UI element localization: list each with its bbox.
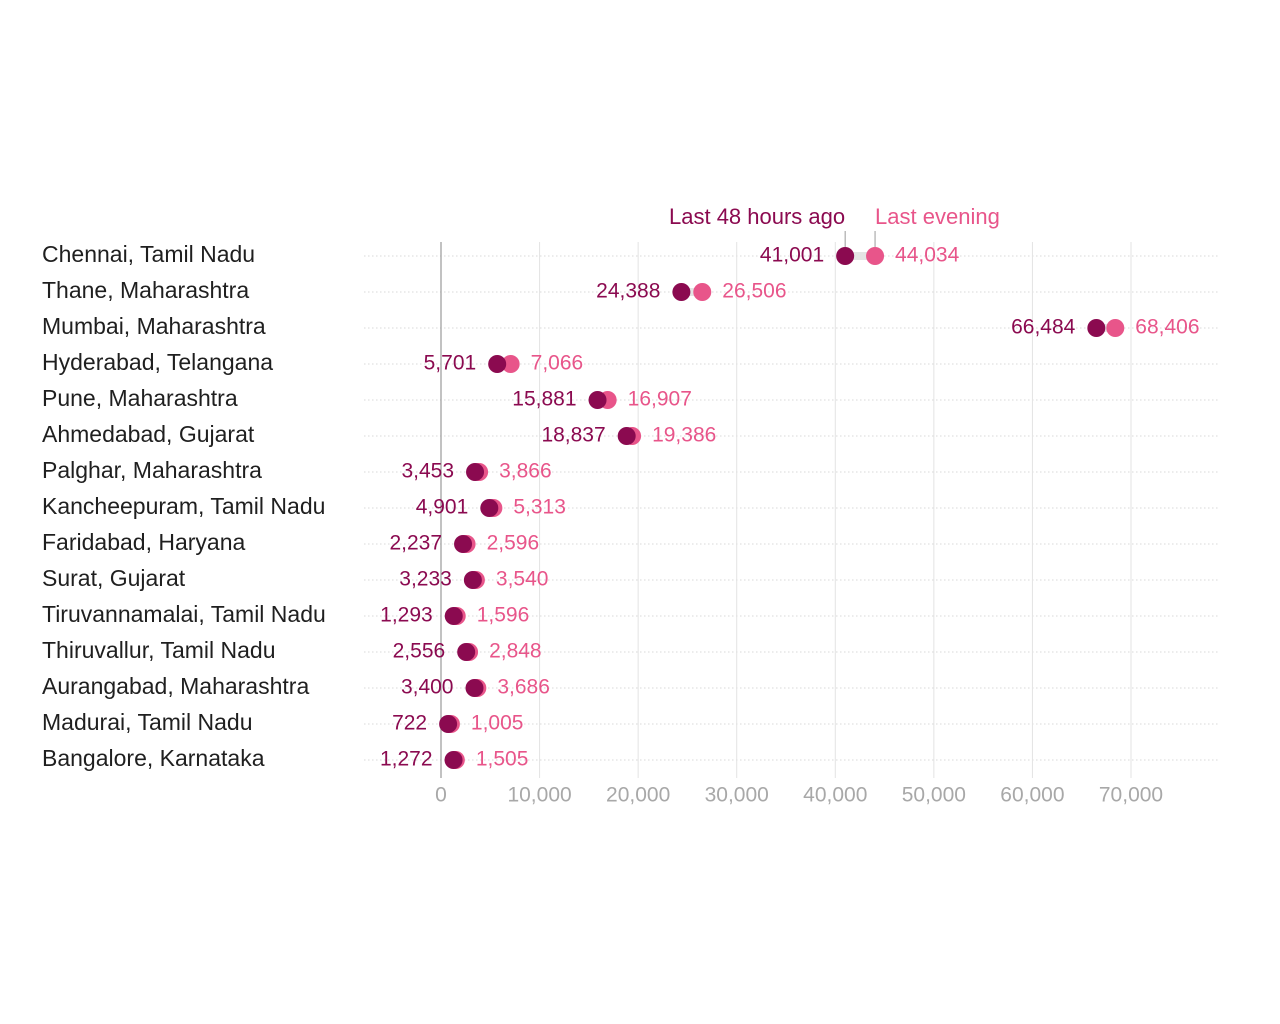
- value-label-last-evening: 3,866: [499, 460, 552, 483]
- row-label: Chennai, Tamil Nadu: [42, 241, 255, 267]
- x-tick-label: 40,000: [803, 784, 867, 807]
- row-label: Bangalore, Karnataka: [42, 745, 265, 771]
- value-label-last-evening: 26,506: [722, 280, 786, 303]
- value-label-48-hours-ago: 18,837: [541, 424, 605, 447]
- row-label: Faridabad, Haryana: [42, 529, 245, 555]
- value-label-48-hours-ago: 15,881: [512, 388, 576, 411]
- value-label-48-hours-ago: 5,701: [424, 352, 477, 375]
- row-label: Aurangabad, Maharashtra: [42, 673, 309, 699]
- value-label-last-evening: 5,313: [513, 496, 566, 519]
- dot-last-evening: [866, 247, 885, 265]
- value-label-last-evening: 19,386: [652, 424, 716, 447]
- value-label-48-hours-ago: 4,901: [416, 496, 469, 519]
- value-label-last-evening: 3,686: [497, 676, 550, 699]
- row-label: Hyderabad, Telangana: [42, 349, 273, 375]
- row-label: Kancheepuram, Tamil Nadu: [42, 493, 325, 519]
- dot-last-evening: [1106, 319, 1125, 337]
- value-label-48-hours-ago: 66,484: [1011, 316, 1076, 339]
- row-label: Surat, Gujarat: [42, 565, 186, 591]
- dot-last-evening: [693, 283, 712, 301]
- row-label: Palghar, Maharashtra: [42, 457, 262, 483]
- dot-last-evening: [501, 355, 520, 373]
- x-tick-label: 70,000: [1099, 784, 1163, 807]
- dot-48-hours-ago: [444, 751, 463, 769]
- dot-48-hours-ago: [465, 679, 484, 697]
- x-tick-label: 0: [435, 784, 447, 807]
- row-label: Thiruvallur, Tamil Nadu: [42, 637, 276, 663]
- value-label-48-hours-ago: 1,272: [380, 748, 433, 771]
- value-label-48-hours-ago: 24,388: [596, 280, 660, 303]
- row-label: Tiruvannamalai, Tamil Nadu: [42, 601, 326, 627]
- dot-48-hours-ago: [454, 535, 473, 553]
- dot-48-hours-ago: [588, 391, 607, 409]
- dot-48-hours-ago: [480, 499, 499, 517]
- value-label-last-evening: 2,848: [489, 640, 542, 663]
- dot-48-hours-ago: [463, 571, 482, 589]
- x-tick-label: 10,000: [507, 784, 571, 807]
- x-tick-label: 30,000: [705, 784, 769, 807]
- dot-48-hours-ago: [836, 247, 855, 265]
- x-tick-label: 20,000: [606, 784, 670, 807]
- x-tick-label: 60,000: [1000, 784, 1064, 807]
- value-label-last-evening: 1,505: [476, 748, 529, 771]
- value-label-48-hours-ago: 3,233: [399, 568, 452, 591]
- dot-48-hours-ago: [1087, 319, 1106, 337]
- row-label: Thane, Maharashtra: [42, 277, 249, 303]
- value-label-last-evening: 2,596: [487, 532, 540, 555]
- value-label-last-evening: 3,540: [496, 568, 549, 591]
- legend-48-hours-ago: Last 48 hours ago: [669, 204, 845, 229]
- dot-48-hours-ago: [617, 427, 636, 445]
- dot-48-hours-ago: [444, 607, 463, 625]
- value-label-last-evening: 68,406: [1135, 316, 1199, 339]
- value-label-last-evening: 1,005: [471, 712, 524, 735]
- value-label-last-evening: 7,066: [531, 352, 584, 375]
- value-label-48-hours-ago: 3,400: [401, 676, 454, 699]
- value-label-last-evening: 44,034: [895, 244, 960, 267]
- value-label-48-hours-ago: 2,237: [389, 532, 442, 555]
- row-label: Mumbai, Maharashtra: [42, 313, 266, 339]
- value-label-48-hours-ago: 722: [392, 712, 427, 735]
- dot-48-hours-ago: [488, 355, 507, 373]
- row-label: Madurai, Tamil Nadu: [42, 709, 253, 735]
- legend-last-evening: Last evening: [875, 204, 1000, 229]
- value-label-48-hours-ago: 1,293: [380, 604, 433, 627]
- value-label-last-evening: 1,596: [477, 604, 530, 627]
- value-label-48-hours-ago: 2,556: [393, 640, 446, 663]
- dot-48-hours-ago: [439, 715, 458, 733]
- value-label-48-hours-ago: 41,001: [760, 244, 824, 267]
- dot-48-hours-ago: [466, 463, 485, 481]
- row-label: Pune, Maharashtra: [42, 385, 238, 411]
- value-label-last-evening: 16,907: [628, 388, 692, 411]
- dot-48-hours-ago: [672, 283, 691, 301]
- dot-48-hours-ago: [457, 643, 476, 661]
- x-tick-label: 50,000: [902, 784, 966, 807]
- value-label-48-hours-ago: 3,453: [401, 460, 454, 483]
- row-label: Ahmedabad, Gujarat: [42, 421, 255, 447]
